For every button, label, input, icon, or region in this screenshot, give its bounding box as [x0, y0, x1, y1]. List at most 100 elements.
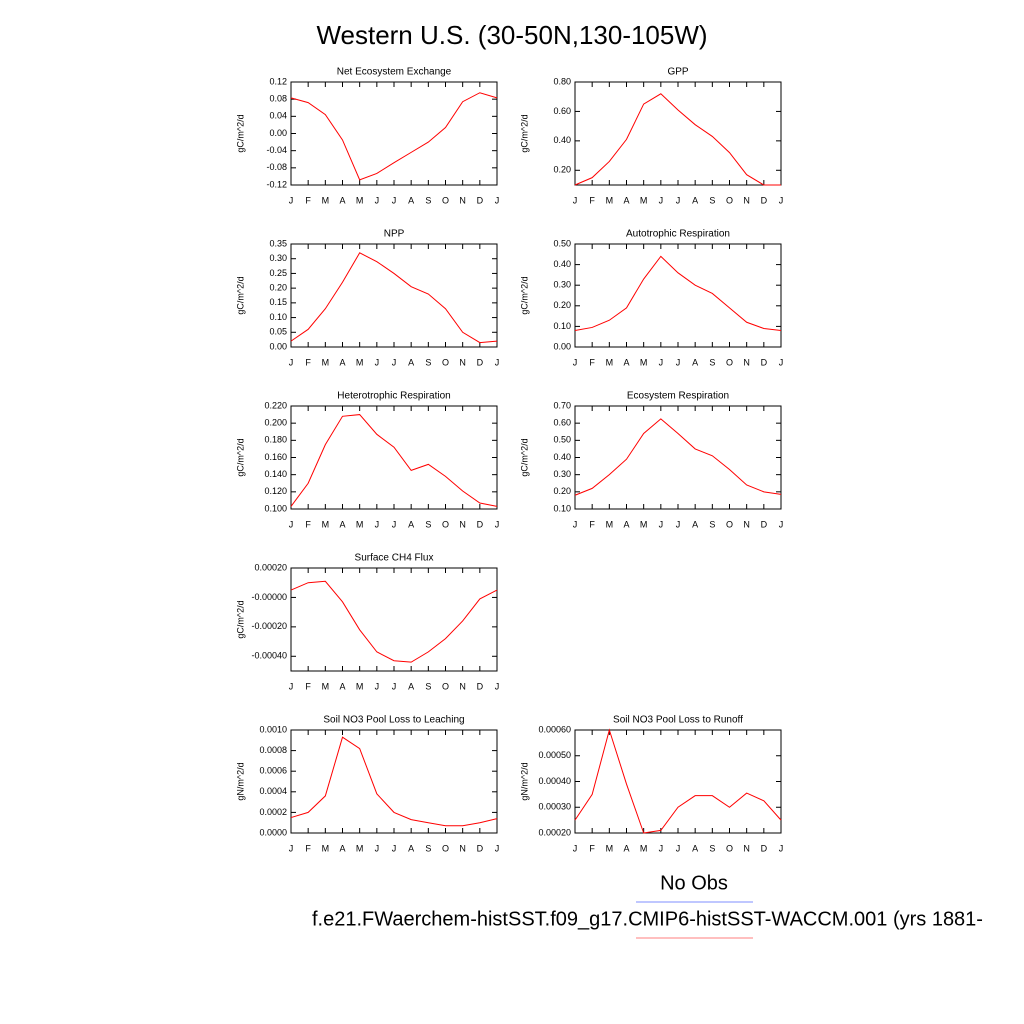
panel-title: Autotrophic Respiration — [626, 229, 730, 240]
x-tick-label: S — [425, 519, 431, 529]
panel-title: Ecosystem Respiration — [627, 391, 729, 402]
x-tick-label: M — [606, 195, 614, 205]
y-tick-label: 0.00 — [269, 341, 287, 351]
x-tick-label: J — [375, 843, 380, 853]
data-line — [574, 255, 782, 332]
x-tick-label: J — [676, 357, 681, 367]
x-tick-label: M — [640, 195, 648, 205]
x-tick-label: F — [589, 357, 595, 367]
y-tick-label: 0.30 — [553, 280, 571, 290]
panel-title: Heterotrophic Respiration — [337, 391, 450, 402]
x-tick-label: O — [442, 357, 449, 367]
y-tick-label: 0.10 — [553, 503, 571, 513]
y-tick-label: 0.10 — [269, 312, 287, 322]
y-tick-label: 0.00 — [553, 341, 571, 351]
x-tick-label: N — [743, 843, 750, 853]
y-tick-label: 0.0006 — [259, 766, 287, 776]
x-tick-label: O — [726, 357, 733, 367]
plot-frame — [574, 729, 782, 834]
x-tick-label: F — [305, 195, 311, 205]
x-tick-label: J — [573, 519, 578, 529]
x-tick-label: J — [495, 519, 500, 529]
x-tick-label: M — [640, 843, 648, 853]
y-axis-label: gC/m^2/d — [235, 114, 245, 152]
y-tick-label: 0.00 — [269, 128, 287, 138]
x-tick-label: A — [623, 843, 629, 853]
x-tick-label: N — [459, 195, 466, 205]
x-tick-label: S — [709, 519, 715, 529]
y-tick-label: 0.20 — [553, 486, 571, 496]
x-tick-label: A — [339, 681, 345, 691]
y-tick-label: 0.140 — [264, 469, 287, 479]
x-tick-label: J — [289, 843, 294, 853]
y-tick-label: 0.80 — [553, 76, 571, 86]
x-tick-label: J — [659, 195, 664, 205]
x-tick-label: N — [743, 195, 750, 205]
x-tick-label: J — [659, 357, 664, 367]
x-tick-label: M — [606, 357, 614, 367]
x-tick-label: F — [305, 843, 311, 853]
x-tick-label: F — [305, 357, 311, 367]
x-tick-label: J — [495, 681, 500, 691]
x-tick-label: F — [305, 519, 311, 529]
plot-frame — [290, 567, 498, 672]
y-axis-label: gC/m^2/d — [235, 276, 245, 314]
x-tick-label: J — [375, 681, 380, 691]
x-tick-label: S — [425, 357, 431, 367]
y-tick-label: 0.0002 — [259, 807, 287, 817]
x-tick-label: M — [356, 357, 364, 367]
x-tick-label: D — [761, 843, 768, 853]
plot-frame — [574, 405, 782, 510]
x-tick-label: A — [623, 357, 629, 367]
x-tick-label: J — [573, 843, 578, 853]
x-tick-label: J — [676, 519, 681, 529]
y-axis-label: gC/m^2/d — [519, 114, 529, 152]
data-line — [574, 418, 782, 496]
x-tick-label: J — [289, 519, 294, 529]
x-tick-label: J — [779, 357, 784, 367]
x-tick-label: O — [442, 681, 449, 691]
x-tick-label: J — [779, 195, 784, 205]
x-tick-label: D — [761, 195, 768, 205]
x-tick-label: A — [623, 195, 629, 205]
y-tick-label: 0.00020 — [538, 827, 571, 837]
x-tick-label: J — [573, 357, 578, 367]
y-tick-label: 0.04 — [269, 111, 287, 121]
x-tick-label: J — [573, 195, 578, 205]
x-tick-label: J — [392, 519, 397, 529]
plot-frame — [574, 243, 782, 348]
y-tick-label: 0.60 — [553, 106, 571, 116]
x-tick-label: S — [709, 195, 715, 205]
x-tick-label: J — [779, 843, 784, 853]
y-tick-label: 0.20 — [553, 165, 571, 175]
panel-title: Soil NO3 Pool Loss to Leaching — [323, 715, 464, 726]
x-tick-label: D — [477, 195, 484, 205]
y-axis-label: gC/m^2/d — [235, 438, 245, 476]
x-tick-label: J — [375, 519, 380, 529]
x-tick-label: O — [442, 195, 449, 205]
plot-frame — [290, 243, 498, 348]
x-tick-label: J — [375, 195, 380, 205]
x-tick-label: N — [743, 357, 750, 367]
x-tick-label: M — [606, 843, 614, 853]
y-tick-label: 0.05 — [269, 327, 287, 337]
x-tick-label: M — [356, 681, 364, 691]
x-tick-label: S — [709, 843, 715, 853]
y-tick-label: 0.100 — [264, 503, 287, 513]
x-tick-label: J — [495, 195, 500, 205]
x-tick-label: M — [356, 195, 364, 205]
data-line — [574, 93, 781, 186]
plot-frame — [574, 81, 782, 186]
x-tick-label: S — [709, 357, 715, 367]
x-tick-label: J — [392, 681, 397, 691]
y-tick-label: 0.00060 — [538, 724, 571, 734]
x-tick-label: J — [392, 843, 397, 853]
y-axis-label: gC/m^2/d — [519, 276, 529, 314]
x-tick-label: J — [495, 843, 500, 853]
y-tick-label: -0.00000 — [251, 592, 287, 602]
x-tick-label: D — [477, 681, 484, 691]
x-tick-label: A — [408, 195, 414, 205]
x-tick-label: M — [322, 843, 330, 853]
